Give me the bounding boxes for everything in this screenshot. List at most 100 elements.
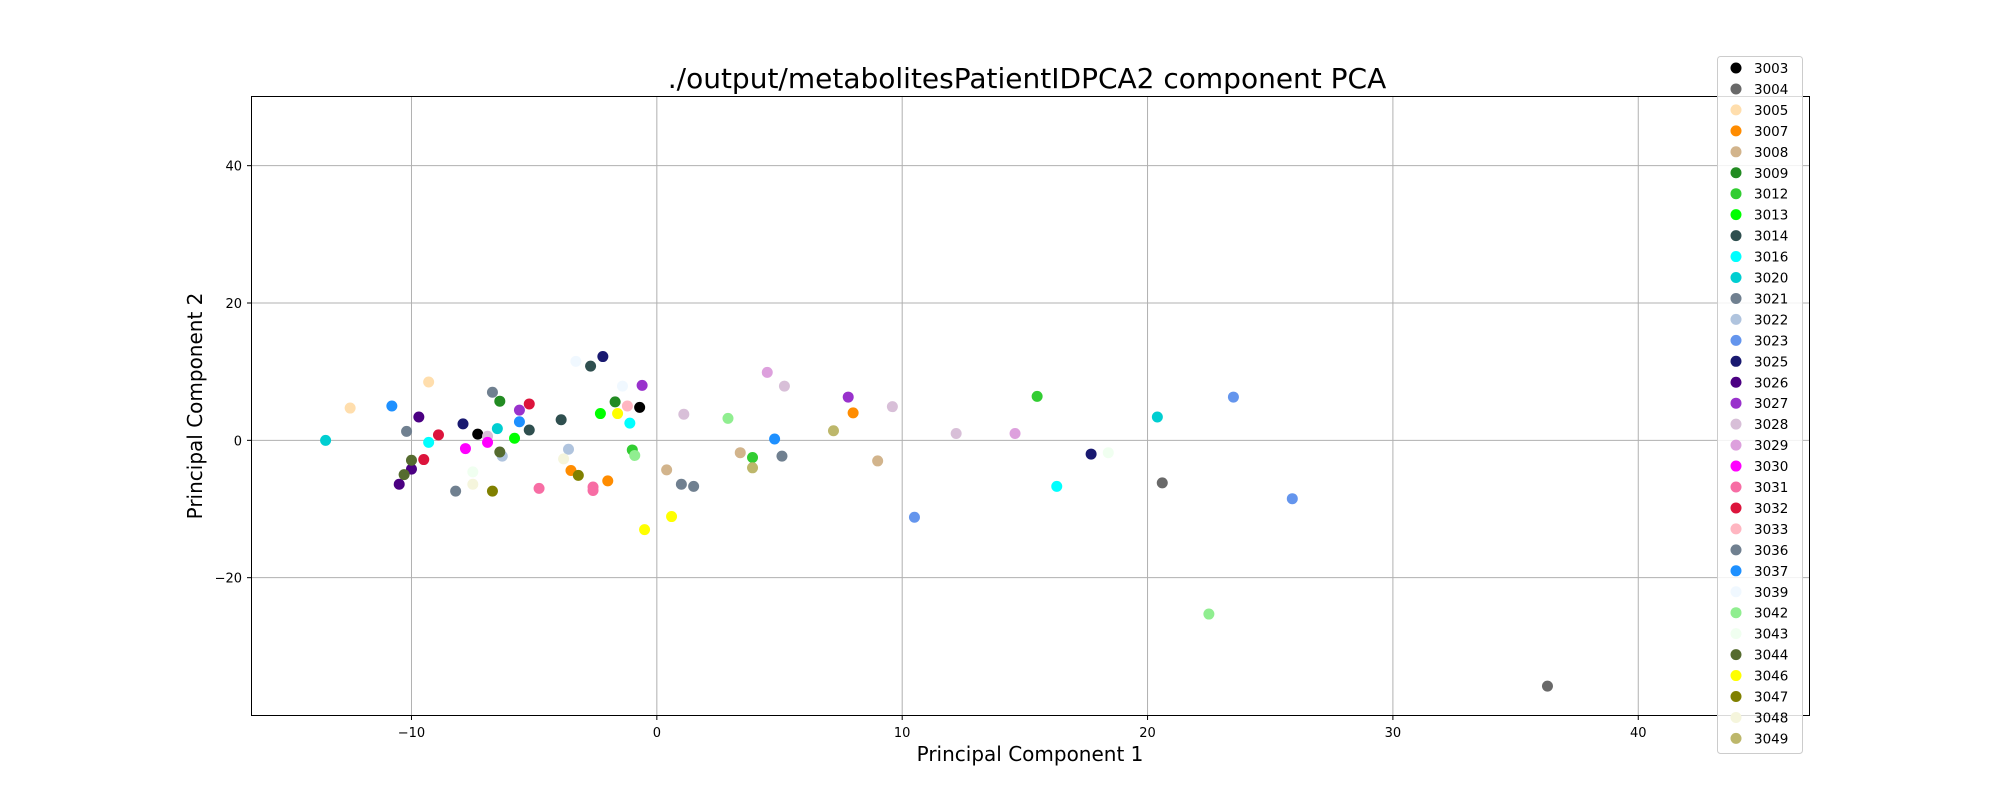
legend-label: 3036 — [1754, 543, 1788, 559]
legend-label: 3016 — [1754, 250, 1788, 266]
legend-label: 3048 — [1754, 710, 1788, 726]
legend-label: 3030 — [1754, 459, 1788, 475]
legend-marker-3020 — [1730, 272, 1742, 283]
legend-frame — [1717, 56, 1803, 754]
legend-marker-3042 — [1730, 607, 1742, 619]
legend-marker-3048 — [1730, 711, 1742, 723]
scatter-point-3008 — [734, 447, 746, 459]
legend-label: 3044 — [1754, 648, 1788, 664]
scatter-point-3037 — [769, 433, 781, 445]
legend-label: 3047 — [1754, 690, 1788, 706]
legend-label: 3003 — [1754, 61, 1788, 77]
scatter-point-3030 — [482, 436, 494, 448]
legend-marker-3036 — [1730, 544, 1742, 556]
y-tick-label: 40 — [225, 160, 242, 175]
legend-label: 3022 — [1754, 312, 1788, 328]
scatter-point-3027 — [636, 379, 648, 391]
legend-label: 3027 — [1754, 396, 1788, 412]
legend-label: 3049 — [1754, 731, 1788, 747]
legend-marker-3031 — [1730, 481, 1742, 493]
legend-marker-3049 — [1730, 732, 1742, 744]
legend-marker-3016 — [1730, 251, 1742, 263]
legend-label: 3042 — [1754, 606, 1788, 622]
y-axis-title: Principal Component 2 — [183, 293, 207, 520]
legend-marker-3037 — [1730, 565, 1742, 577]
scatter-point-3029 — [761, 366, 773, 378]
scatter-point-3013 — [594, 408, 606, 420]
scatter-point-3025 — [457, 418, 469, 430]
legend-marker-3029 — [1730, 439, 1742, 451]
legend-marker-3013 — [1730, 209, 1742, 221]
scatter-point-3049 — [747, 462, 759, 474]
data-points — [320, 351, 1553, 692]
scatter-point-3021 — [675, 478, 687, 490]
x-tick-label: 20 — [1139, 726, 1156, 741]
scatter-point-3016 — [624, 417, 636, 429]
scatter-point-3031 — [587, 484, 599, 496]
x-tick-label: 10 — [894, 726, 911, 741]
y-tick-label: 0 — [234, 434, 242, 449]
scatter-point-3026 — [413, 411, 425, 423]
scatter-point-3021 — [688, 480, 700, 492]
scatter-point-3014 — [555, 414, 567, 426]
legend-marker-3012 — [1730, 188, 1742, 200]
scatter-point-3023 — [1227, 391, 1239, 403]
scatter-point-3042 — [722, 412, 734, 424]
scatter-point-3044 — [494, 446, 506, 458]
scatter-point-3031 — [533, 482, 545, 494]
scatter-point-3036 — [776, 450, 788, 462]
legend-marker-3043 — [1730, 628, 1742, 640]
legend-label: 3021 — [1754, 291, 1788, 307]
x-tick-label: −10 — [398, 726, 425, 741]
legend-marker-3008 — [1730, 146, 1742, 158]
legend: 3003 3004 3005 3007 3008 3009 3012 3013 3014 3016… — [1717, 56, 1803, 754]
legend-label: 3032 — [1754, 501, 1788, 517]
scatter-point-3048 — [467, 478, 479, 490]
legend-marker-3046 — [1730, 670, 1742, 682]
scatter-point-3028 — [778, 380, 790, 392]
scatter-point-3047 — [572, 469, 584, 481]
legend-marker-3027 — [1730, 397, 1742, 409]
legend-label: 3031 — [1754, 480, 1788, 496]
scatter-point-3025 — [597, 351, 609, 363]
scatter-point-3046 — [612, 408, 624, 420]
legend-marker-3022 — [1730, 313, 1742, 325]
legend-label: 3043 — [1754, 627, 1788, 643]
legend-marker-3003 — [1730, 62, 1742, 74]
legend-marker-3026 — [1730, 376, 1742, 388]
legend-label: 3014 — [1754, 229, 1788, 245]
scatter-point-3042 — [629, 449, 641, 461]
scatter-point-3029 — [1009, 427, 1021, 439]
scatter-point-3046 — [666, 511, 678, 523]
legend-marker-3033 — [1730, 523, 1742, 535]
scatter-point-3016 — [1051, 480, 1063, 492]
scatter-point-3046 — [639, 524, 651, 536]
legend-marker-3004 — [1730, 83, 1742, 95]
legend-marker-3028 — [1730, 418, 1742, 430]
y-tick-label: −20 — [215, 572, 242, 587]
x-tick-label: 30 — [1385, 726, 1402, 741]
legend-label: 3026 — [1754, 375, 1788, 391]
scatter-point-3027 — [842, 391, 854, 403]
legend-label: 3007 — [1754, 124, 1788, 140]
scatter-point-3020 — [1151, 411, 1163, 423]
scatter-point-3043 — [467, 466, 479, 478]
scatter-point-3003 — [634, 401, 646, 413]
legend-label: 3039 — [1754, 585, 1788, 601]
scatter-point-3014 — [585, 360, 597, 372]
scatter-point-3027 — [513, 404, 525, 416]
legend-label: 3029 — [1754, 438, 1788, 454]
scatter-point-3048 — [558, 453, 570, 465]
scatter-point-3044 — [405, 454, 417, 466]
legend-label: 3033 — [1754, 522, 1788, 538]
scatter-point-3005 — [344, 402, 356, 414]
legend-marker-3005 — [1730, 104, 1742, 116]
scatter-point-3037 — [386, 400, 398, 412]
legend-marker-3039 — [1730, 586, 1742, 598]
scatter-point-3023 — [908, 511, 920, 523]
legend-label: 3008 — [1754, 145, 1788, 161]
grid-lines — [252, 97, 1810, 715]
scatter-point-3047 — [486, 485, 498, 497]
scatter-point-3033 — [621, 400, 633, 412]
legend-label: 3023 — [1754, 333, 1788, 349]
